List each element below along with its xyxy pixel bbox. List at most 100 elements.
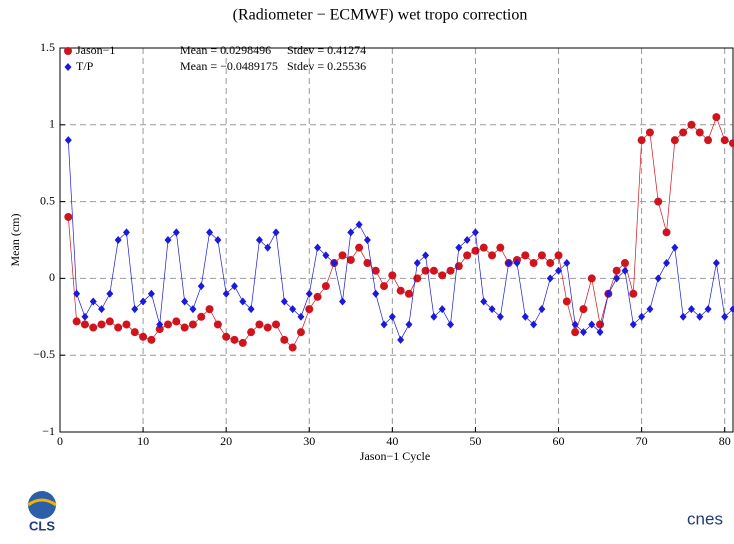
data-point xyxy=(480,244,488,252)
legend-stdev: Stdev = 0.41274 xyxy=(287,43,366,57)
data-point xyxy=(89,324,97,332)
data-point xyxy=(181,324,189,332)
data-point xyxy=(90,297,97,305)
data-point xyxy=(663,259,670,267)
data-point xyxy=(306,290,313,298)
plot-frame xyxy=(60,48,733,432)
x-axis-label: Jason−1 Cycle xyxy=(360,449,430,463)
data-point xyxy=(447,320,454,328)
data-point xyxy=(223,290,230,298)
data-point xyxy=(106,317,114,325)
data-point xyxy=(389,313,396,321)
legend-label: T/P xyxy=(76,59,94,73)
data-point xyxy=(314,244,321,252)
y-tick-label: 1.5 xyxy=(40,40,55,54)
data-point xyxy=(397,287,405,295)
data-point xyxy=(472,228,479,236)
data-point xyxy=(613,267,621,275)
data-point xyxy=(206,228,213,236)
data-point xyxy=(81,320,89,328)
x-tick-label: 40 xyxy=(386,434,398,448)
data-point xyxy=(388,271,396,279)
data-point xyxy=(547,274,554,282)
data-point xyxy=(538,251,546,259)
data-point xyxy=(98,305,105,313)
data-point xyxy=(463,251,471,259)
data-point xyxy=(563,297,571,305)
data-point xyxy=(646,128,654,136)
data-point xyxy=(289,305,296,313)
data-point xyxy=(314,293,322,301)
x-tick-label: 80 xyxy=(719,434,731,448)
data-point xyxy=(488,251,496,259)
data-point xyxy=(372,290,379,298)
y-tick-label: 0 xyxy=(49,270,55,284)
data-point xyxy=(364,236,371,244)
data-point xyxy=(563,259,570,267)
data-point xyxy=(356,221,363,229)
legend-label: Jason−1 xyxy=(76,43,115,57)
data-point xyxy=(397,336,404,344)
data-point xyxy=(380,282,388,290)
data-point xyxy=(721,136,729,144)
x-tick-label: 30 xyxy=(303,434,315,448)
data-point xyxy=(164,320,172,328)
data-point xyxy=(147,336,155,344)
data-point xyxy=(447,267,455,275)
data-point xyxy=(230,336,238,344)
data-point xyxy=(248,305,255,313)
logo-right: cnes xyxy=(687,509,723,528)
data-point xyxy=(621,267,628,275)
data-point xyxy=(655,274,662,282)
data-point xyxy=(139,333,147,341)
data-point xyxy=(646,305,653,313)
data-point xyxy=(671,244,678,252)
legend-mean: Mean = 0.0298496 xyxy=(180,43,271,57)
data-point xyxy=(65,136,72,144)
data-point xyxy=(131,305,138,313)
data-point xyxy=(480,297,487,305)
data-point xyxy=(273,228,280,236)
data-point xyxy=(115,236,122,244)
data-point xyxy=(621,259,629,267)
data-point xyxy=(173,228,180,236)
data-point xyxy=(381,320,388,328)
data-point xyxy=(705,305,712,313)
data-point xyxy=(613,274,620,282)
y-tick-label: −0.5 xyxy=(33,347,55,361)
legend-marker xyxy=(65,63,72,71)
data-point xyxy=(247,328,255,336)
data-point xyxy=(439,305,446,313)
data-point xyxy=(239,339,247,347)
data-point xyxy=(272,320,280,328)
data-point xyxy=(255,320,263,328)
data-point xyxy=(347,228,354,236)
data-point xyxy=(214,236,221,244)
data-point xyxy=(280,336,288,344)
data-point xyxy=(496,244,504,252)
data-point xyxy=(73,317,81,325)
data-point xyxy=(81,313,88,321)
data-point xyxy=(596,320,604,328)
series-line xyxy=(68,117,733,347)
x-tick-label: 50 xyxy=(469,434,481,448)
data-point xyxy=(538,305,545,313)
data-point xyxy=(422,251,429,259)
data-point xyxy=(297,328,305,336)
data-point xyxy=(122,320,130,328)
data-point xyxy=(572,320,579,328)
data-point xyxy=(671,136,679,144)
data-point xyxy=(297,313,304,321)
data-point xyxy=(638,313,645,321)
data-point xyxy=(522,313,529,321)
data-point xyxy=(289,344,297,352)
data-point xyxy=(214,320,222,328)
logo-icon xyxy=(28,491,56,519)
data-point xyxy=(530,320,537,328)
data-point xyxy=(198,282,205,290)
data-point xyxy=(405,320,412,328)
data-point xyxy=(489,305,496,313)
data-point xyxy=(455,244,462,252)
data-point xyxy=(696,128,704,136)
